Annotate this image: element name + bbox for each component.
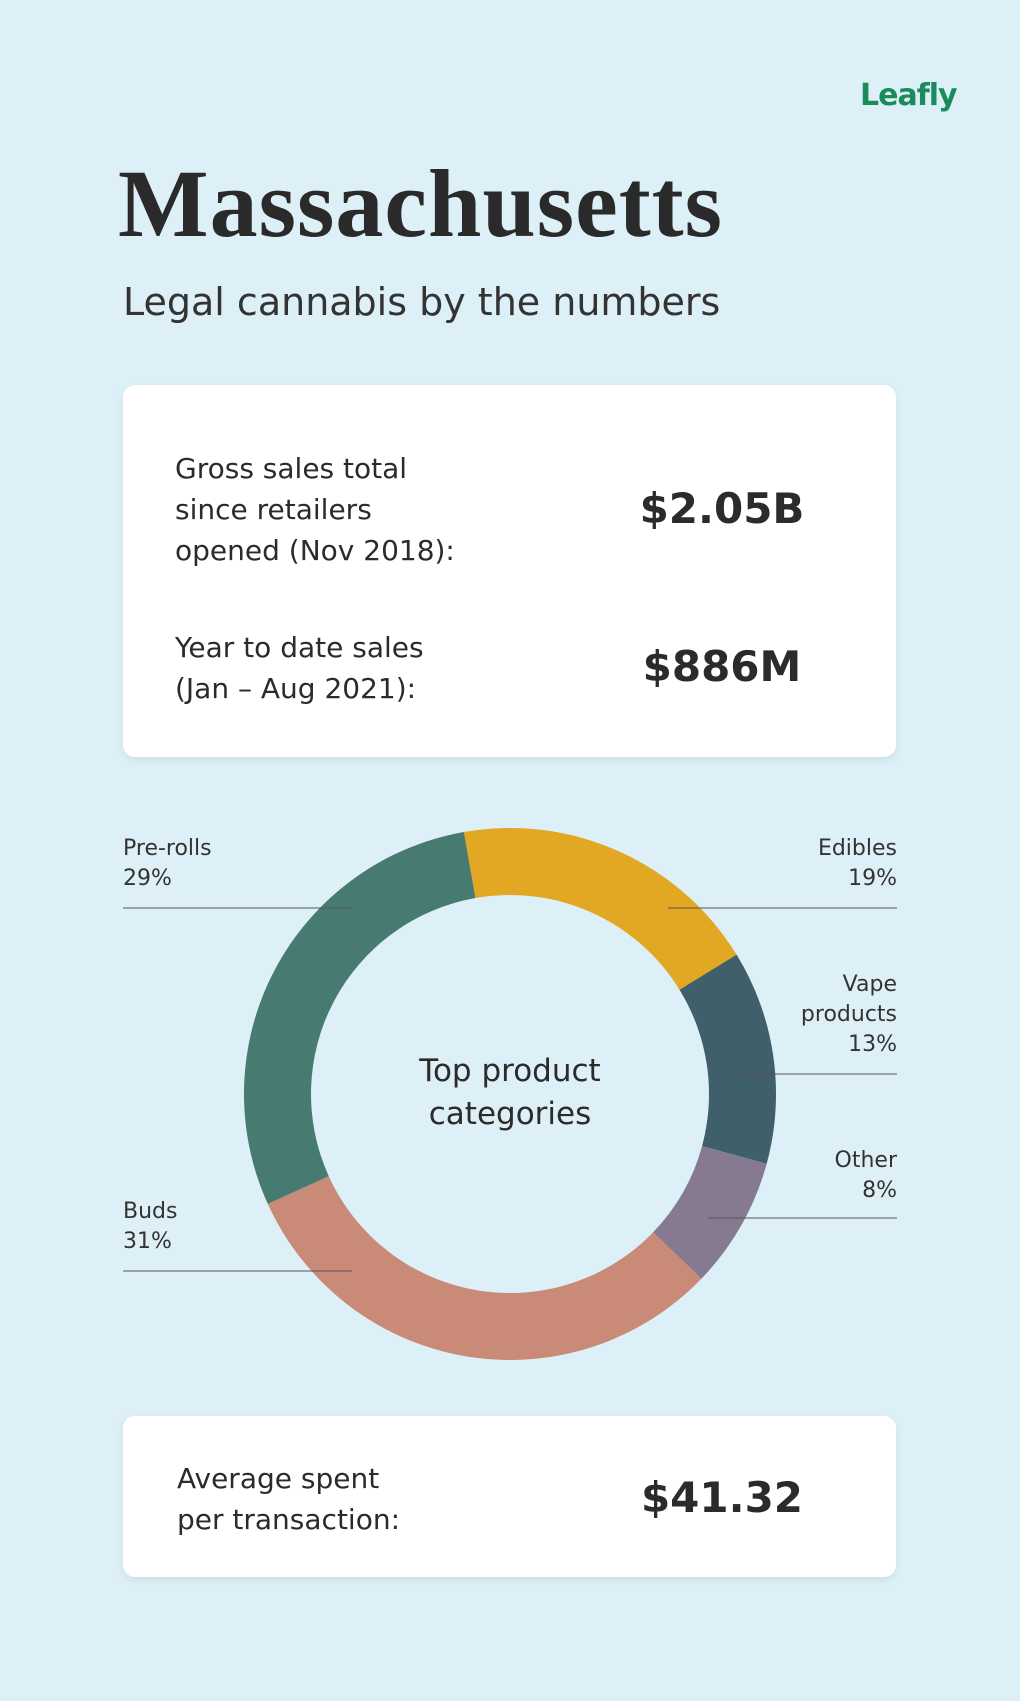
chart-title: Top product categories bbox=[419, 1053, 601, 1132]
transaction-card bbox=[123, 1416, 896, 1577]
donut-segment bbox=[653, 1146, 767, 1279]
donut-segment bbox=[243, 832, 476, 1204]
stat-label: (Jan – Aug 2021): bbox=[175, 672, 417, 705]
donut-segment bbox=[463, 828, 737, 990]
stat-label: Year to date sales bbox=[175, 631, 424, 664]
stat-value: $886M bbox=[642, 642, 802, 691]
segment-value-label: 31% bbox=[123, 1229, 172, 1254]
title: Massachusetts bbox=[118, 150, 723, 257]
segment-value-label: 13% bbox=[848, 1032, 897, 1057]
stat-label: per transaction: bbox=[177, 1503, 401, 1536]
segment-value-label: 8% bbox=[862, 1178, 897, 1203]
brand-logo: Leafly bbox=[860, 78, 958, 113]
segment-value-label: 29% bbox=[123, 866, 172, 891]
segment-label: Edibles bbox=[817, 836, 897, 861]
segment-label: Vape products bbox=[800, 972, 897, 1027]
segment-label: Buds bbox=[123, 1199, 178, 1224]
segment-label: Pre-rolls bbox=[123, 836, 212, 861]
stat-label: Gross sales total bbox=[175, 452, 408, 485]
subtitle: Legal cannabis by the numbers bbox=[123, 280, 721, 324]
segment-value-label: 19% bbox=[848, 866, 897, 891]
stat-label: opened (Nov 2018): bbox=[175, 534, 455, 567]
sales-card bbox=[123, 385, 896, 757]
stat-value: $2.05B bbox=[639, 483, 805, 533]
donut-segment bbox=[267, 1176, 702, 1361]
donut-segment bbox=[679, 954, 777, 1164]
stat-label: since retailers bbox=[175, 493, 372, 526]
stat-label: Average spent bbox=[177, 1462, 380, 1495]
segment-label: Other bbox=[834, 1148, 897, 1173]
stat-value: $41.32 bbox=[640, 1473, 804, 1522]
